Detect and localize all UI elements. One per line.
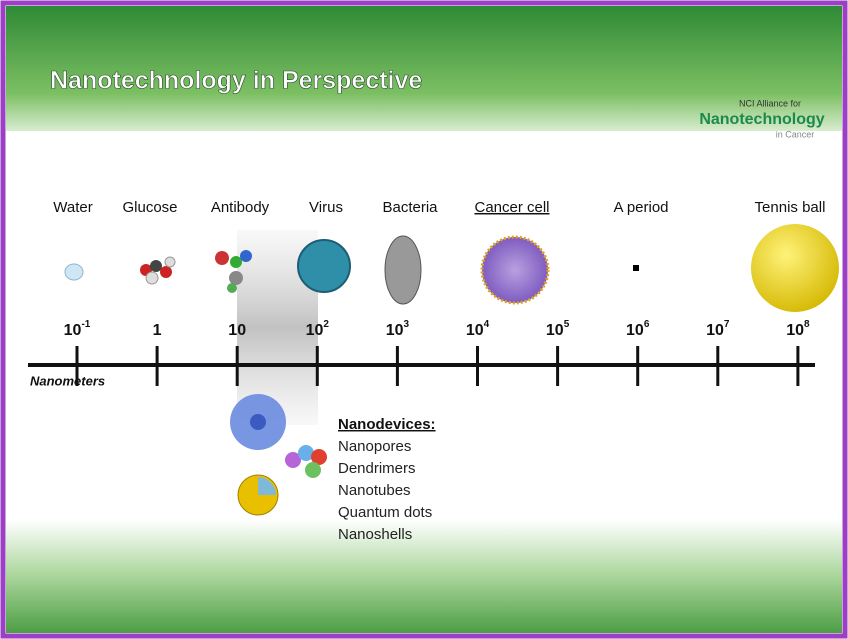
tick-base: 10 — [306, 322, 324, 339]
title: Nanotechnology in Perspective — [50, 67, 422, 95]
tick-base: 1 — [153, 322, 162, 339]
item-label: Antibody — [211, 199, 270, 216]
tick-exponent: -1 — [81, 319, 90, 330]
tick-exponent: 8 — [804, 319, 810, 330]
item-label: Bacteria — [382, 199, 438, 216]
cancer-cell-icon — [482, 237, 548, 303]
tick-exponent: 6 — [644, 319, 650, 330]
virus-icon — [298, 240, 350, 292]
item-label: A period — [613, 199, 668, 216]
nanodevice-item: Nanoshells — [338, 526, 412, 543]
tick-label: 10 — [228, 322, 246, 339]
tick-base: 10 — [546, 322, 564, 339]
item-label: Virus — [309, 199, 343, 216]
slide: Nanotechnology in Perspective NCI Allian… — [0, 0, 848, 639]
tick-base: 10 — [466, 322, 484, 339]
item-label: Tennis ball — [755, 199, 826, 216]
logo-name: Nanotechnology — [699, 111, 824, 128]
nanodevice-item: Quantum dots — [338, 504, 432, 521]
tick-base: 10 — [386, 322, 404, 339]
tick-base: 10 — [786, 322, 804, 339]
tick-exponent: 7 — [724, 319, 730, 330]
item-label: Water — [53, 199, 92, 216]
tick-base: 10 — [64, 322, 82, 339]
tick-exponent: 3 — [404, 319, 410, 330]
tick-base: 10 — [228, 322, 246, 339]
nanodevices-heading: Nanodevices: — [338, 416, 436, 433]
tick-exponent: 2 — [323, 319, 329, 330]
tennis-ball-icon — [751, 224, 839, 312]
bottom-banner — [6, 520, 842, 633]
nanodevice-item: Dendrimers — [338, 460, 416, 477]
tick-exponent: 5 — [564, 319, 570, 330]
nanodevice-item: Nanotubes — [338, 482, 411, 499]
logo-line: in Cancer — [776, 129, 815, 139]
item-label: Cancer cell — [474, 199, 549, 216]
bacteria-icon — [385, 236, 421, 304]
logo-line: NCI Alliance for — [739, 98, 801, 108]
period-icon — [633, 265, 639, 271]
axis-label: Nanometers — [30, 373, 105, 388]
tick-label: 1 — [153, 322, 162, 339]
tick-base: 10 — [706, 322, 724, 339]
tick-base: 10 — [626, 322, 644, 339]
water-icon — [65, 264, 83, 280]
item-label: Glucose — [122, 199, 177, 216]
tick-exponent: 4 — [484, 319, 490, 330]
nanodevice-item: Nanopores — [338, 438, 411, 455]
